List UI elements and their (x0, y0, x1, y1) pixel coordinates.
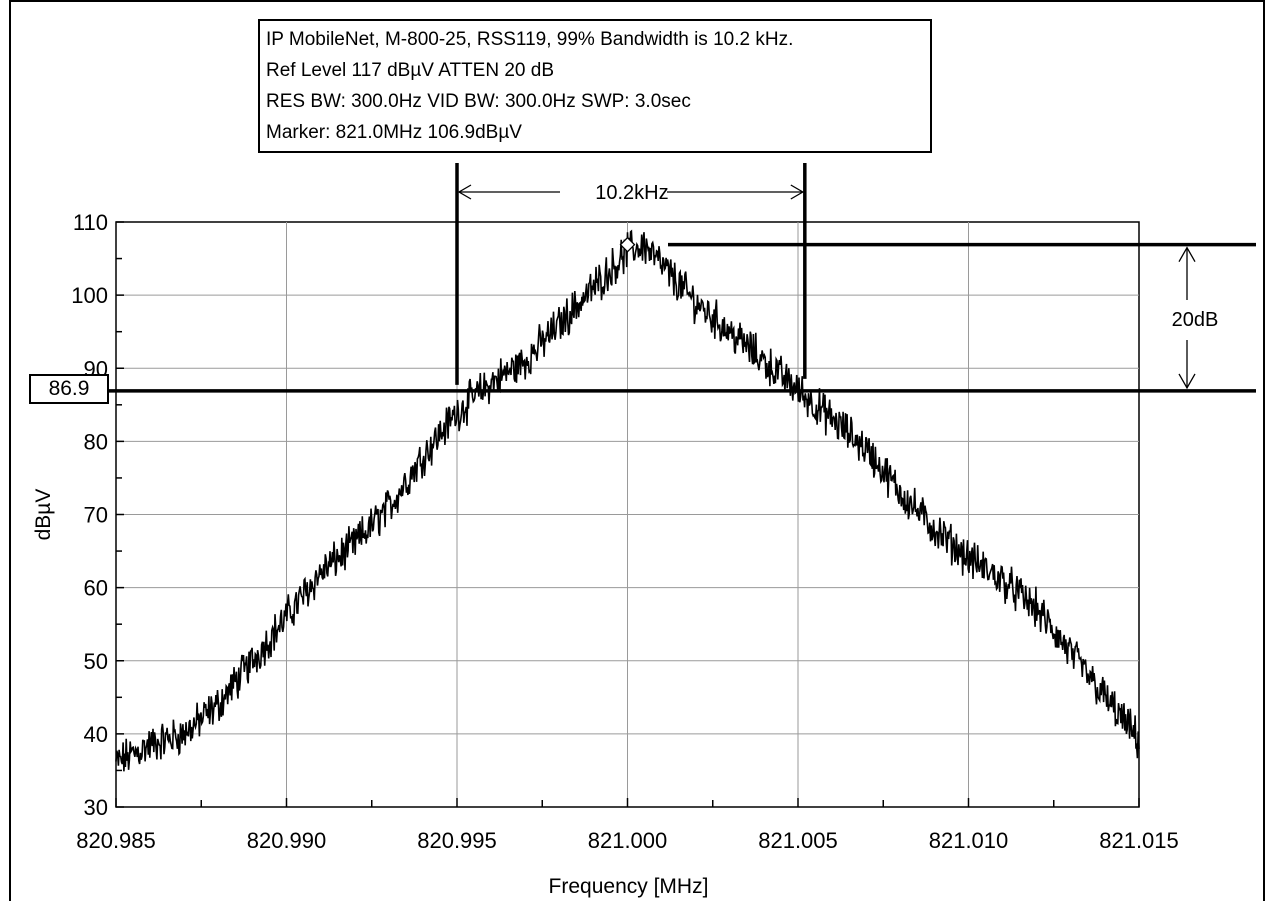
series-line-spectrum (115, 229, 1140, 772)
bandwidth-arrowhead-left (457, 184, 472, 200)
y-tick-label: 60 (84, 576, 108, 601)
info-line-bandwidth-settings: RES BW: 300.0Hz VID BW: 300.0Hz SWP: 3.0… (266, 91, 691, 112)
y-axis-label: dBµV (32, 489, 55, 541)
info-line-marker: Marker: 821.0MHz 106.9dBµV (266, 122, 522, 143)
x-tick-label: 820.985 (76, 828, 156, 853)
x-tick-label: 821.015 (1099, 828, 1179, 853)
bandwidth-label: 10.2kHz (595, 182, 668, 204)
db-arrowhead-up (1178, 246, 1196, 262)
y-tick-label: 40 (84, 722, 108, 747)
y-tick-label: 70 (84, 503, 108, 528)
chart-frame (9, 0, 1265, 901)
info-line-title: IP MobileNet, M-800-25, RSS119, 99% Band… (266, 29, 794, 50)
x-tick-label: 820.990 (247, 828, 327, 853)
x-tick-label: 821.010 (929, 828, 1009, 853)
bandwidth-arrowhead-right (790, 184, 805, 200)
y-tick-label: 100 (71, 283, 108, 308)
y-tick-label: 80 (84, 429, 108, 454)
y-tick-label: 110 (73, 210, 108, 235)
x-axis-label: Frequency [MHz] (549, 875, 709, 898)
y-tick-label: 30 (84, 795, 108, 820)
x-tick-label: 820.995 (417, 828, 497, 853)
db-arrowhead-down (1178, 373, 1196, 390)
db-drop-label: 20dB (1172, 309, 1219, 331)
x-tick-label: 821.005 (758, 828, 838, 853)
info-line-ref-level: Ref Level 117 dBµV ATTEN 20 dB (266, 60, 555, 81)
y-tick-label: 50 (84, 649, 108, 674)
info-box: IP MobileNet, M-800-25, RSS119, 99% Band… (258, 19, 932, 153)
ref-level-label: 86.9 (29, 374, 109, 404)
peak-marker (619, 236, 636, 253)
x-tick-label: 821.000 (588, 828, 668, 853)
